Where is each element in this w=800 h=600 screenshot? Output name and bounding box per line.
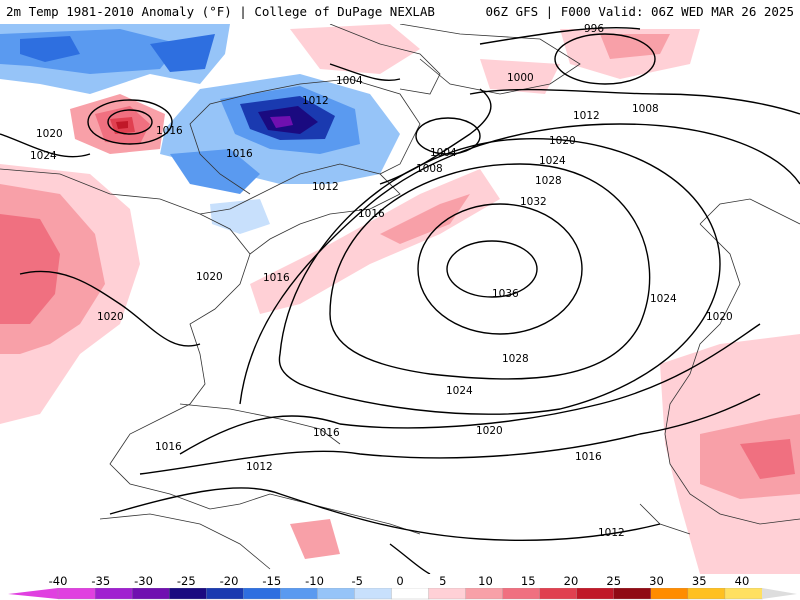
warm-anomaly-shading xyxy=(0,24,800,574)
isobar-label: 1016 xyxy=(575,451,602,463)
colorbar-tick-label: -15 xyxy=(262,574,282,588)
colorbar-swatch xyxy=(57,588,96,600)
isobar-label: 1020 xyxy=(196,271,223,283)
colorbar-swatch xyxy=(465,588,504,600)
colorbar-swatch xyxy=(206,588,244,600)
isobar-label: 996 xyxy=(584,24,604,35)
colorbar-swatch xyxy=(317,588,356,600)
isobar-label: 1008 xyxy=(632,103,659,115)
colorbar-tick-label: -40 xyxy=(48,574,68,588)
colorbar-arrow-high xyxy=(762,588,797,599)
colorbar-strip xyxy=(8,588,797,600)
isobars xyxy=(0,27,800,574)
colorbar-tick-label: -10 xyxy=(305,574,324,588)
isobar-label: 1016 xyxy=(358,208,385,220)
isobar-label: 1024 xyxy=(30,150,57,162)
isobar-label: 1028 xyxy=(502,353,529,365)
isobar-label: 1024 xyxy=(650,293,677,305)
colorbar-arrow-low xyxy=(8,588,58,599)
isobar-label: 1000 xyxy=(507,72,534,84)
colorbar-tick-label: 15 xyxy=(520,574,536,588)
colorbar-swatch xyxy=(131,588,170,600)
colorbar-swatch xyxy=(428,588,467,600)
isobar-label: 1016 xyxy=(313,427,340,439)
anomaly-map: 996 1000 1004 1004 1008 1008 1012 1012 1… xyxy=(0,24,800,574)
isobar-label: 1016 xyxy=(263,272,290,284)
isobar-label: 1020 xyxy=(706,311,733,323)
isobar-label: 1016 xyxy=(226,148,253,160)
colorbar-tick-label: 0 xyxy=(396,574,404,588)
isobar-label: 1024 xyxy=(446,385,473,397)
colorbar-tick-label: -25 xyxy=(176,574,196,588)
isobar-label: 1004 xyxy=(430,147,457,159)
isobar-label: 1012 xyxy=(598,527,625,539)
map-title: 2m Temp 1981-2010 Anomaly (°F) | College… xyxy=(6,4,435,19)
colorbar-swatch xyxy=(576,588,615,600)
isobar-label: 1016 xyxy=(155,441,182,453)
colorbar-tick-label: 10 xyxy=(478,574,493,588)
colorbar-tick-label: -30 xyxy=(134,574,153,588)
isobar-labels: 996 1000 1004 1004 1008 1008 1012 1012 1… xyxy=(30,24,733,539)
isobar-label: 1020 xyxy=(36,128,63,140)
colorbar-tick-label: 30 xyxy=(649,574,664,588)
colorbar-swatch xyxy=(94,588,133,600)
colorbar-tick-label: -20 xyxy=(219,574,239,588)
colorbar-swatch xyxy=(280,588,319,600)
colorbar-swatch xyxy=(650,588,689,600)
colorbar-tick-label: -35 xyxy=(91,574,111,588)
colorbar-swatch xyxy=(539,588,578,600)
colorbar-tick-label: 20 xyxy=(563,574,579,588)
colorbar-swatch xyxy=(724,588,763,600)
isobar-label: 1008 xyxy=(416,163,443,175)
coastlines xyxy=(0,24,800,570)
isobar-label: 1028 xyxy=(535,175,562,187)
isobar-label: 1020 xyxy=(476,425,503,437)
isobar-label: 1012 xyxy=(573,110,600,122)
title-bar: 2m Temp 1981-2010 Anomaly (°F) | College… xyxy=(0,0,800,24)
colorbar-swatch xyxy=(243,588,281,600)
isobar-label: 1012 xyxy=(246,461,273,473)
colorbar-swatch xyxy=(354,588,393,600)
model-valid-time: 06Z GFS | F000 Valid: 06Z WED MAR 26 202… xyxy=(485,4,794,19)
colorbar-swatch xyxy=(391,588,430,600)
isobar-label: 1012 xyxy=(302,95,329,107)
colorbar-tick-label: 35 xyxy=(691,574,707,588)
isobar-label: 1032 xyxy=(520,196,547,208)
colorbar-legend: -40 -35 -30 -25 -20 -15 -10 -5 0 5 10 15 20 25 30 35 40 xyxy=(0,574,800,600)
colorbar-swatch xyxy=(502,588,541,600)
isobar-label: 1020 xyxy=(97,311,124,323)
isobar-label: 1012 xyxy=(312,181,339,193)
colorbar-tick-label: 25 xyxy=(606,574,622,588)
isobar-label: 1020 xyxy=(549,135,576,147)
isobar-label: 1036 xyxy=(492,288,519,300)
colorbar-tick-label: 5 xyxy=(439,574,447,588)
isobar-label: 1004 xyxy=(336,75,363,87)
isobar-label: 1016 xyxy=(156,125,183,137)
colorbar-swatch xyxy=(687,588,726,600)
colorbar-swatch xyxy=(169,588,207,600)
colorbar-tick-label: -5 xyxy=(351,574,363,588)
isobar-label: 1024 xyxy=(539,155,566,167)
colorbar-swatch xyxy=(613,588,652,600)
colorbar-tick-label: 40 xyxy=(734,574,750,588)
